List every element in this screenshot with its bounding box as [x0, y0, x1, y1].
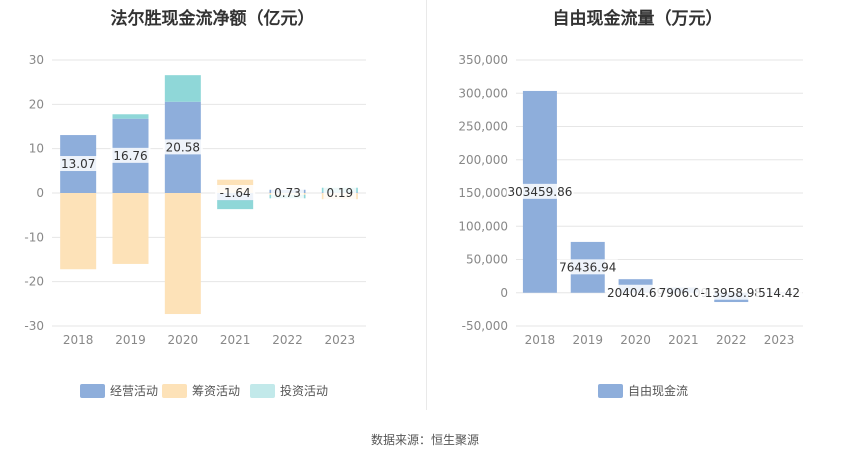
bar-financing [112, 193, 149, 264]
data-label: -1.64 [220, 186, 251, 200]
data-label: -13958.98 [700, 286, 762, 300]
data-label-bg [605, 284, 666, 300]
x-tick-label: 2018 [525, 333, 556, 347]
source-value: 恒生聚源 [431, 433, 480, 447]
y-tick-label: 10 [29, 142, 44, 156]
data-label-bg [697, 284, 765, 300]
y-tick-label: -10 [24, 230, 44, 244]
legend-swatch [250, 384, 275, 398]
x-tick-label: 2023 [764, 333, 795, 347]
data-label-bg [756, 284, 803, 300]
data-label: 76436.94 [559, 260, 616, 274]
data-label: 7906.09 [659, 286, 709, 300]
data-label-bg [271, 185, 304, 200]
data-label: 303459.86 [507, 185, 572, 199]
data-label-bg [323, 185, 357, 200]
y-tick-label: 30 [29, 53, 44, 67]
legend-swatch [598, 384, 623, 398]
data-label-bg [215, 185, 256, 200]
data-label: 20404.69 [607, 286, 664, 300]
source-label: 数据来源： [370, 433, 431, 447]
data-source-footer: 数据来源：恒生聚源 [0, 431, 850, 448]
y-tick-label: -30 [24, 319, 44, 333]
legend-label: 投资活动 [280, 383, 328, 398]
data-label: 16.76 [113, 149, 147, 163]
bar-investing [112, 114, 149, 119]
y-tick-label: -50,000 [462, 319, 508, 333]
y-tick-label: 50,000 [466, 253, 508, 267]
data-label: 20.58 [166, 140, 200, 154]
legend-label: 筹资活动 [192, 384, 240, 398]
right-chart-title: 自由现金流量（万元） [552, 9, 723, 29]
x-tick-label: 2019 [115, 333, 146, 347]
y-tick-label: -20 [24, 275, 44, 289]
y-tick-label: 300,000 [458, 86, 508, 100]
x-tick-label: 2020 [620, 333, 651, 347]
bar-financing [60, 193, 97, 270]
y-tick-label: 250,000 [458, 120, 508, 134]
x-tick-label: 2021 [220, 333, 251, 347]
data-label-bg [506, 183, 574, 199]
data-label-bg [110, 147, 151, 163]
x-tick-label: 2022 [272, 333, 303, 347]
x-tick-label: 2018 [63, 333, 94, 347]
chart-divider [426, 0, 427, 410]
y-tick-label: 150,000 [458, 186, 508, 200]
y-tick-label: 0 [500, 286, 508, 300]
y-tick-label: 100,000 [458, 219, 508, 233]
bar-financing [164, 193, 201, 315]
x-tick-label: 2019 [572, 333, 603, 347]
data-label-bg [162, 139, 203, 155]
data-label-bg [557, 259, 618, 275]
legend-label: 自由现金流 [628, 383, 688, 398]
data-label-bg [58, 156, 99, 172]
data-label-bg [656, 284, 710, 300]
data-label: 0.19 [326, 186, 353, 200]
bar-investing [164, 75, 201, 102]
y-tick-label: 350,000 [458, 53, 508, 67]
x-tick-label: 2023 [325, 333, 356, 347]
y-tick-label: 0 [36, 186, 44, 200]
x-tick-label: 2020 [168, 333, 199, 347]
bar-investing [217, 200, 254, 210]
legend-label: 经营活动 [110, 384, 158, 398]
data-label: 514.42 [758, 286, 800, 300]
legend-swatch [80, 384, 105, 398]
x-tick-label: 2022 [716, 333, 747, 347]
x-tick-label: 2021 [668, 333, 699, 347]
y-tick-label: 200,000 [458, 153, 508, 167]
legend-swatch [162, 384, 187, 398]
data-label: 13.07 [61, 157, 95, 171]
left-chart-title: 法尔胜现金流净额（亿元） [110, 9, 315, 29]
y-tick-label: 20 [29, 97, 44, 111]
data-label: 0.73 [274, 186, 301, 200]
